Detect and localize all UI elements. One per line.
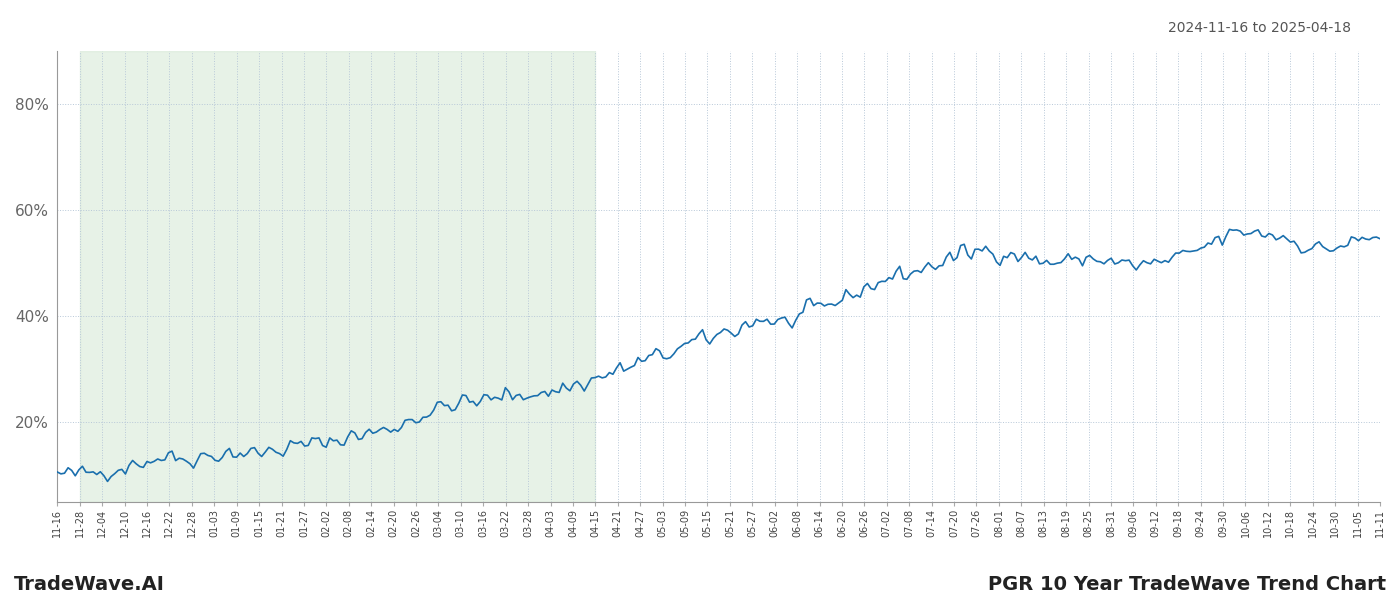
Text: TradeWave.AI: TradeWave.AI — [14, 575, 165, 594]
Bar — [80, 51, 595, 502]
Text: PGR 10 Year TradeWave Trend Chart: PGR 10 Year TradeWave Trend Chart — [988, 575, 1386, 594]
Text: 2024-11-16 to 2025-04-18: 2024-11-16 to 2025-04-18 — [1168, 21, 1351, 35]
